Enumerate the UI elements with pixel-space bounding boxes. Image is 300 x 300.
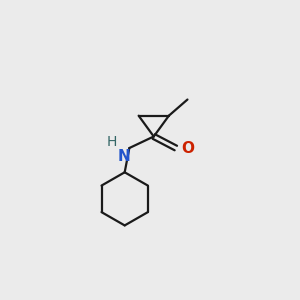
Text: H: H: [106, 135, 117, 149]
Text: O: O: [182, 140, 195, 155]
Text: N: N: [118, 149, 130, 164]
